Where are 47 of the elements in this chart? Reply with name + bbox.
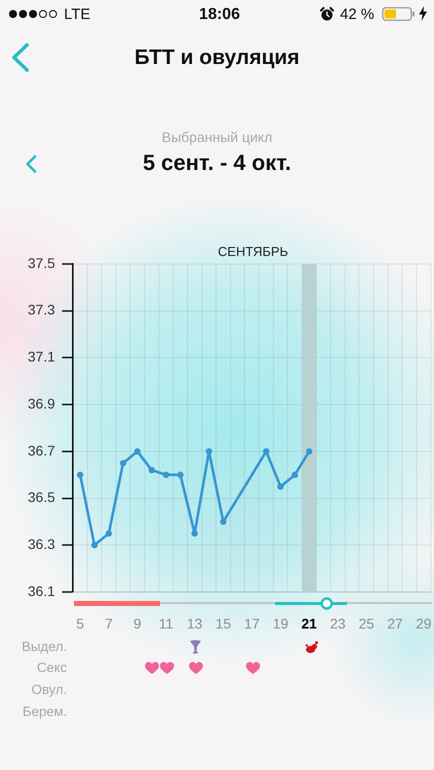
y-tick-label: 36.7 (28, 442, 56, 458)
point (206, 448, 212, 455)
x-tick-label: 21 (301, 615, 318, 632)
text: Овул. (32, 681, 67, 698)
chart-subtitle: 5 сент. - 4 окт. (142, 150, 292, 176)
y-tick-label: 37.3 (28, 302, 56, 318)
x-tick-label: 23 (330, 615, 346, 632)
chart-title: БТТ и овуляция (134, 44, 300, 70)
point (76, 472, 84, 478)
point (91, 542, 98, 548)
x-tick-label: 5 (76, 615, 84, 632)
point (106, 530, 112, 537)
text: Выдел. (22, 638, 67, 655)
point (148, 466, 155, 474)
text: Берем. (22, 703, 67, 720)
point (292, 472, 298, 478)
x-tick-label: 19 (272, 615, 289, 632)
point (162, 472, 170, 478)
y-tick-label: 36.5 (28, 489, 56, 506)
text: 42 % (340, 6, 374, 24)
text: LTE (64, 6, 90, 24)
point (277, 483, 284, 490)
point (134, 448, 141, 455)
x-tick-label: 29 (416, 615, 432, 632)
point (306, 448, 312, 455)
point (177, 472, 184, 478)
text: Секс (36, 659, 67, 676)
point (220, 518, 226, 525)
x-tick-label: 11 (158, 615, 174, 632)
x-tick-label: 13 (186, 615, 203, 632)
x-tick-label: 7 (104, 615, 113, 632)
y-tick-label: 36.1 (28, 582, 56, 599)
point (120, 460, 126, 466)
y-tick-label: 37.1 (28, 348, 56, 365)
point (263, 448, 270, 455)
x-tick-label: 15 (215, 615, 232, 632)
y-tick-label: 37.5 (28, 254, 56, 271)
x-tick-label: 9 (134, 615, 142, 632)
y-tick-label: 36.9 (28, 395, 56, 412)
text: СЕНТЯБРЬ (218, 244, 288, 260)
x-tick-label: 25 (358, 615, 374, 632)
text: 18:06 (199, 6, 240, 24)
x-tick-label: 27 (387, 615, 404, 632)
x-tick-label: 17 (244, 615, 260, 632)
point (191, 530, 198, 537)
text: Выбранный цикл (162, 128, 272, 146)
y-tick-label: 36.3 (28, 536, 56, 552)
